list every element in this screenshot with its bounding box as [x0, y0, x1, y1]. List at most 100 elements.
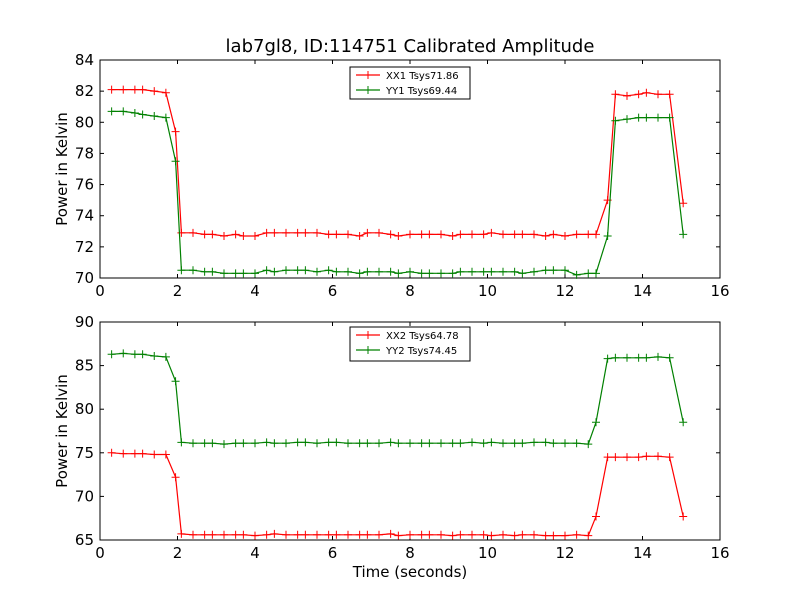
data-point	[437, 439, 445, 448]
data-point	[375, 530, 383, 539]
data-point	[138, 350, 147, 359]
data-point	[130, 108, 139, 117]
data-point	[468, 438, 476, 447]
data-point	[363, 228, 372, 237]
data-point	[386, 529, 395, 538]
data-point	[406, 267, 414, 276]
data-point	[355, 530, 364, 539]
data-point	[425, 439, 434, 448]
data-point	[499, 439, 507, 448]
data-point	[130, 449, 139, 458]
data-point	[394, 531, 403, 540]
x-tick-label: 14	[633, 282, 652, 300]
y-tick-label: 76	[75, 176, 94, 194]
data-point	[456, 530, 465, 539]
data-point	[406, 439, 414, 448]
data-point	[301, 266, 310, 275]
y-tick-label: 70	[75, 487, 94, 505]
data-point	[282, 439, 290, 448]
data-point	[417, 530, 426, 539]
data-point	[119, 85, 128, 94]
data-point	[487, 531, 496, 540]
data-point	[107, 350, 116, 359]
data-point	[611, 453, 620, 462]
y-axis-label: Power in Kelvin	[53, 112, 71, 226]
x-tick-label: 16	[710, 282, 729, 300]
data-point	[541, 266, 550, 275]
x-tick-label: 16	[710, 544, 729, 562]
x-tick-label: 8	[405, 544, 415, 562]
data-point	[130, 350, 139, 359]
data-point	[344, 530, 352, 539]
data-point	[161, 450, 170, 459]
data-point	[611, 353, 620, 362]
data-point	[654, 452, 662, 461]
data-point	[642, 88, 651, 97]
data-point	[270, 529, 279, 538]
data-point	[150, 352, 159, 361]
data-point	[282, 228, 290, 237]
data-point	[262, 438, 271, 447]
data-point	[518, 439, 527, 448]
data-point	[177, 266, 186, 275]
data-point	[138, 85, 147, 94]
data-point	[592, 512, 600, 521]
data-point	[479, 530, 488, 539]
data-point	[220, 231, 228, 240]
data-point	[549, 439, 558, 448]
data-point	[251, 439, 259, 448]
data-point	[332, 530, 341, 539]
x-tick-label: 8	[405, 282, 415, 300]
data-point	[679, 512, 688, 521]
data-point	[150, 87, 159, 96]
data-point	[150, 112, 159, 121]
x-tick-label: 0	[95, 544, 105, 562]
data-point	[355, 231, 364, 240]
data-point	[171, 473, 180, 482]
data-point	[487, 267, 496, 276]
data-point	[324, 230, 333, 239]
data-point	[642, 452, 651, 461]
data-point	[324, 266, 333, 275]
data-point	[386, 267, 395, 276]
data-point	[107, 85, 116, 94]
data-point	[251, 231, 259, 240]
data-point	[665, 113, 674, 122]
y-tick-label: 80	[75, 113, 94, 131]
data-point	[679, 230, 688, 239]
x-tick-label: 4	[250, 544, 260, 562]
data-point	[220, 269, 228, 278]
data-point	[171, 127, 180, 136]
data-point	[375, 267, 383, 276]
data-point	[499, 230, 507, 239]
data-point	[262, 530, 271, 539]
data-point	[623, 115, 631, 124]
data-point	[665, 353, 674, 362]
data-point	[344, 267, 352, 276]
data-point	[282, 530, 290, 539]
data-point	[200, 439, 209, 448]
data-point	[530, 438, 538, 447]
data-point	[324, 438, 333, 447]
data-point	[448, 231, 457, 240]
data-point	[417, 269, 426, 278]
data-point	[208, 230, 217, 239]
legend-label: YY1 Tsys69.44	[385, 86, 457, 97]
data-point	[394, 231, 403, 240]
data-point	[107, 448, 116, 457]
x-tick-label: 12	[555, 282, 574, 300]
data-point	[679, 199, 688, 208]
data-point	[541, 531, 550, 540]
y-tick-label: 70	[75, 269, 94, 287]
legend-label: XX1 Tsys71.86	[386, 71, 459, 82]
data-point	[301, 228, 310, 237]
data-point	[200, 230, 209, 239]
data-point	[119, 349, 128, 358]
data-point	[510, 230, 519, 239]
data-point	[200, 530, 209, 539]
x-tick-label: 10	[478, 544, 497, 562]
data-point	[231, 439, 240, 448]
data-point	[293, 228, 302, 237]
data-point	[642, 113, 651, 122]
x-tick-label: 12	[555, 544, 574, 562]
